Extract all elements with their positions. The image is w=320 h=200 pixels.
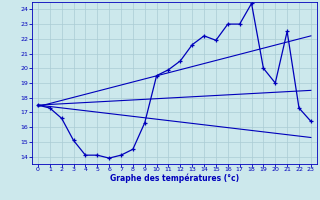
X-axis label: Graphe des températures (°c): Graphe des températures (°c) xyxy=(110,174,239,183)
